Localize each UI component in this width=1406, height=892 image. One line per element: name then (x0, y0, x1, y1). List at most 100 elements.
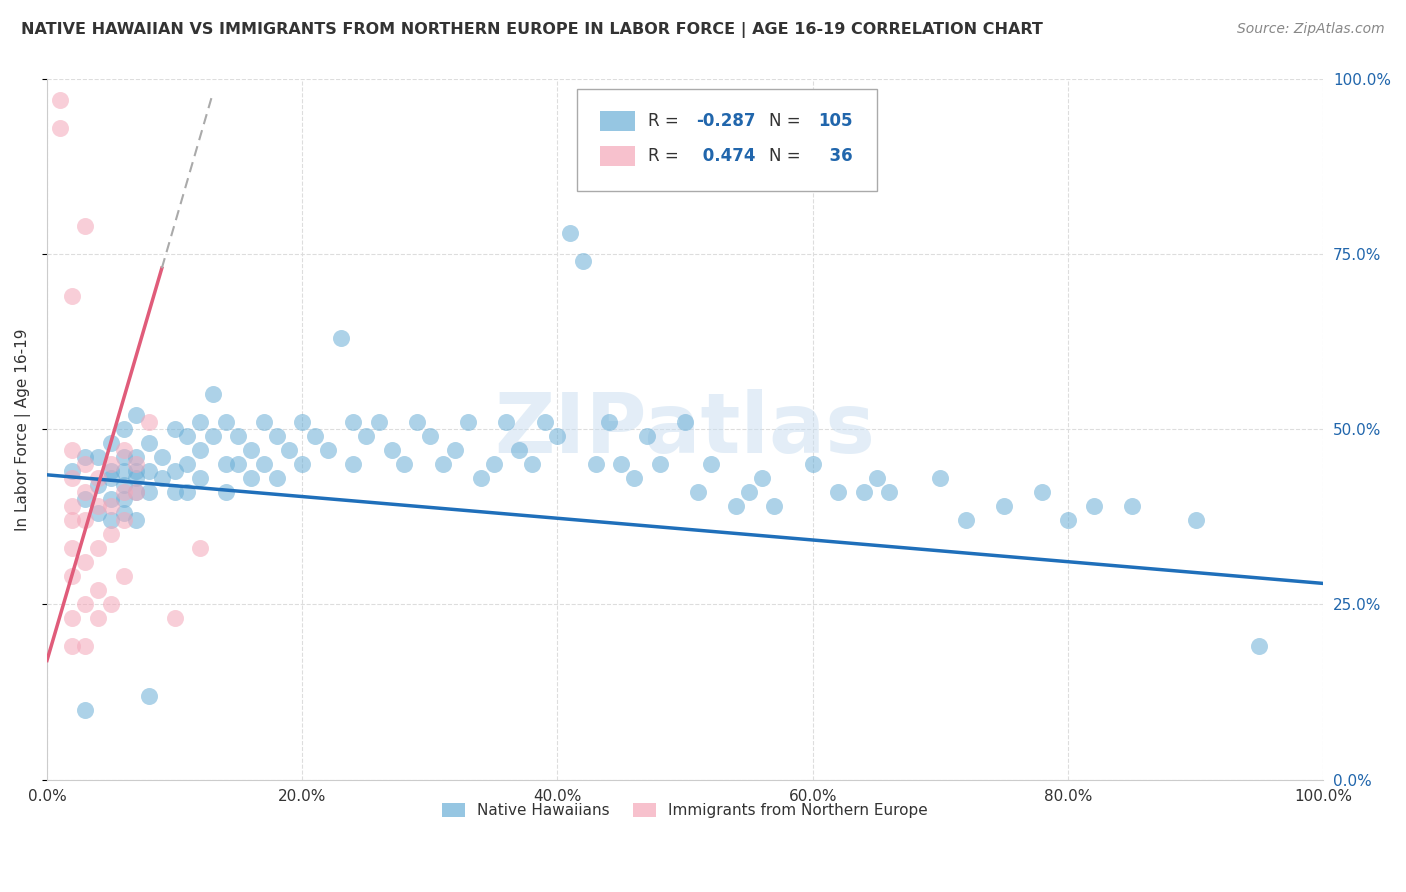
Point (87, 500, 110, 514)
Point (138, 485, 160, 500)
Point (125, 458, 148, 472)
Point (176, 429, 198, 443)
Point (112, 464, 135, 478)
Point (87, 478, 110, 492)
Point (214, 415, 236, 429)
Point (240, 471, 263, 485)
Point (763, 500, 786, 514)
Point (673, 415, 696, 429)
Point (253, 415, 276, 429)
Point (394, 458, 416, 472)
Point (75, 702, 97, 716)
Text: 36: 36 (818, 147, 852, 165)
Point (112, 513, 135, 527)
Point (75, 513, 97, 527)
Point (112, 450, 135, 465)
Point (100, 598, 122, 612)
Point (138, 689, 160, 703)
Point (188, 541, 211, 556)
Point (201, 387, 224, 401)
Text: NATIVE HAWAIIAN VS IMMIGRANTS FROM NORTHERN EUROPE IN LABOR FORCE | AGE 16-19 CO: NATIVE HAWAIIAN VS IMMIGRANTS FROM NORTH… (21, 22, 1043, 38)
Point (112, 478, 135, 492)
Point (62, 464, 84, 478)
Point (75, 450, 97, 465)
Point (1057, 513, 1080, 527)
Point (163, 464, 186, 478)
Point (1121, 500, 1143, 514)
Point (585, 458, 607, 472)
Point (100, 492, 122, 507)
Point (75, 458, 97, 472)
Point (381, 443, 404, 458)
Point (150, 471, 173, 485)
Point (75, 219, 97, 233)
Point (62, 471, 84, 485)
Point (214, 458, 236, 472)
Point (852, 485, 875, 500)
Legend: Native Hawaiians, Immigrants from Northern Europe: Native Hawaiians, Immigrants from Northe… (436, 797, 934, 824)
Point (699, 458, 721, 472)
Point (432, 458, 454, 472)
Point (929, 471, 952, 485)
Point (610, 458, 633, 472)
Point (648, 458, 671, 472)
Point (87, 611, 110, 625)
Point (623, 471, 645, 485)
Point (533, 415, 555, 429)
Point (125, 513, 148, 527)
Point (865, 471, 887, 485)
Point (354, 429, 377, 443)
Point (1184, 513, 1206, 527)
Point (329, 331, 352, 345)
Point (188, 471, 211, 485)
Point (1249, 640, 1271, 654)
Point (520, 458, 543, 472)
Point (62, 500, 84, 514)
Point (228, 458, 250, 472)
Text: -0.287: -0.287 (696, 112, 756, 130)
Point (176, 485, 198, 500)
Text: 105: 105 (818, 112, 852, 130)
Point (125, 485, 148, 500)
Text: Source: ZipAtlas.com: Source: ZipAtlas.com (1237, 22, 1385, 37)
Point (112, 485, 135, 500)
Point (112, 569, 135, 583)
Point (304, 429, 326, 443)
Point (751, 471, 773, 485)
Point (75, 492, 97, 507)
Point (560, 226, 582, 240)
Bar (599, 146, 636, 166)
Point (291, 415, 314, 429)
Point (188, 415, 211, 429)
Point (100, 464, 122, 478)
Bar (599, 112, 636, 131)
Point (1031, 485, 1053, 500)
Point (62, 443, 84, 458)
Point (48, 121, 70, 136)
Point (827, 485, 849, 500)
Point (125, 464, 148, 478)
Point (547, 429, 569, 443)
Point (87, 471, 110, 485)
FancyBboxPatch shape (576, 89, 876, 191)
Point (879, 485, 901, 500)
Point (100, 471, 122, 485)
Point (48, 93, 70, 107)
Point (87, 507, 110, 521)
Point (1083, 500, 1105, 514)
Point (342, 415, 364, 429)
Point (266, 471, 288, 485)
Point (228, 429, 250, 443)
Point (100, 500, 122, 514)
Text: ZIPatlas: ZIPatlas (495, 389, 876, 470)
Point (801, 458, 824, 472)
Point (214, 485, 236, 500)
Point (993, 500, 1015, 514)
Text: N =: N = (769, 112, 806, 130)
Point (87, 450, 110, 465)
Point (138, 464, 160, 478)
Point (316, 443, 339, 458)
Point (508, 443, 530, 458)
Point (444, 443, 467, 458)
Text: R =: R = (648, 147, 685, 165)
